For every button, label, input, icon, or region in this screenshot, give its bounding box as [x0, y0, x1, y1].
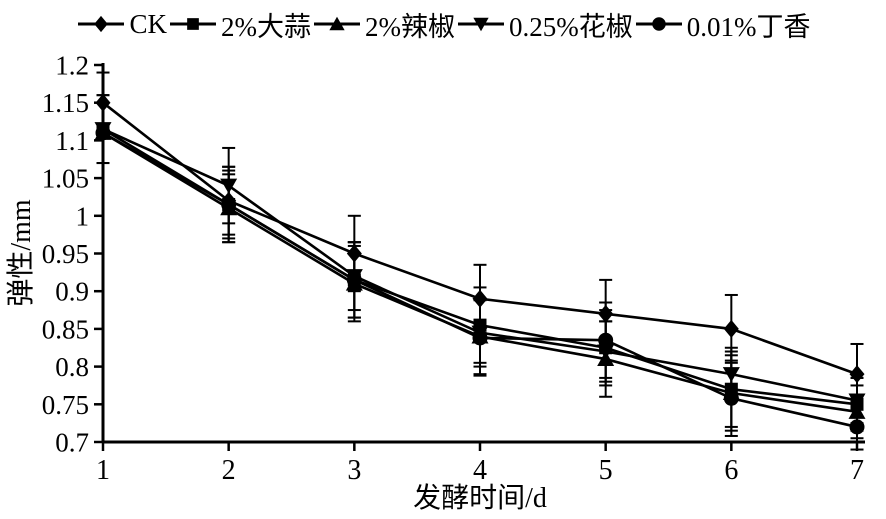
x-tick-label: 7 [850, 455, 864, 486]
legend-label: 2%大蒜 [221, 11, 311, 42]
circle-icon [635, 17, 682, 31]
y-tick-label: 0.95 [42, 239, 89, 269]
legend-item-3: 2%辣椒 [311, 5, 455, 44]
y-tick-label: 1.15 [42, 88, 89, 118]
legend-item-2: 2%大蒜 [167, 5, 311, 44]
y-axis-title: 弹性/mm [5, 199, 37, 307]
series-2%大蒜 [96, 94, 864, 432]
x-tick-label: 4 [473, 455, 487, 486]
x-tick-label: 3 [347, 455, 361, 486]
plot-area: 0.7 0.75 0.8 0.85 0.9 0.95 1 1.05 1.1 1.15 1.2 1 2 3 4… [42, 50, 866, 486]
legend-label: 2%辣椒 [365, 11, 455, 42]
x-axis-title: 发酵时间/d [413, 482, 547, 514]
series-0.01%丁香 [95, 101, 865, 451]
legend: CK 2%大蒜 2%辣椒 0.25%花椒 0.01%丁香 [0, 2, 886, 46]
x-tick-label: 2 [222, 455, 236, 486]
y-tick-label: 0.75 [42, 390, 89, 420]
x-tick-label: 6 [724, 455, 738, 486]
legend-item-5: 0.01%丁香 [633, 5, 811, 44]
y-tick-label: 0.8 [55, 352, 89, 382]
y-tick-label: 1.05 [42, 164, 89, 194]
diamond-icon [78, 15, 125, 33]
y-tick-label: 1.2 [55, 50, 89, 80]
y-tick-label: 0.9 [55, 277, 89, 307]
x-tick-label: 5 [599, 455, 613, 486]
x-tick-label: 1 [96, 455, 110, 486]
y-tick-label: 1.1 [55, 126, 89, 156]
legend-item-4: 0.25%花椒 [455, 5, 633, 44]
triangle-up-icon [314, 16, 360, 31]
y-tick-label: 0.7 [55, 427, 89, 457]
y-tick-label: 0.85 [42, 314, 89, 344]
legend-item-1: CK [75, 9, 167, 40]
legend-label: 0.01%丁香 [686, 11, 811, 42]
triangle-down-icon [458, 17, 504, 32]
legend-label: 0.25%花椒 [509, 11, 633, 42]
legend-label: CK [129, 8, 167, 39]
y-tick-label: 1 [76, 201, 90, 231]
square-icon [170, 18, 216, 30]
